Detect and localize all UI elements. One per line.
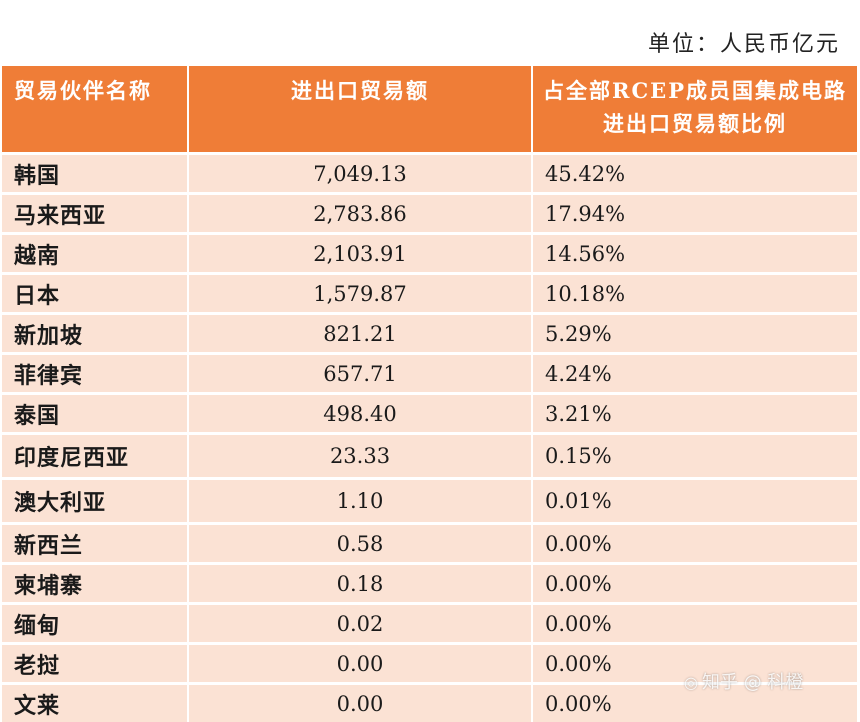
partner-name: 韩国: [2, 154, 188, 194]
partner-name: 印度尼西亚: [2, 434, 188, 479]
partner-name: 马来西亚: [2, 194, 188, 234]
trade-share: 14.56%: [532, 234, 857, 274]
trade-share: 0.15%: [532, 434, 857, 479]
table-row: 韩国 7,049.13 45.42%: [2, 154, 857, 194]
trade-amount: 1,579.87: [188, 274, 532, 314]
table-row: 新西兰 0.58 0.00%: [2, 524, 857, 564]
trade-amount: 2,103.91: [188, 234, 532, 274]
trade-amount: 23.33: [188, 434, 532, 479]
trade-amount: 0.00: [188, 684, 532, 722]
table-row: 马来西亚 2,783.86 17.94%: [2, 194, 857, 234]
trade-share: 10.18%: [532, 274, 857, 314]
table-row: 泰国 498.40 3.21%: [2, 394, 857, 434]
partner-name: 缅甸: [2, 604, 188, 644]
header-partner: 贸易伙伴名称: [2, 66, 188, 154]
partner-name: 新西兰: [2, 524, 188, 564]
table-row: 印度尼西亚 23.33 0.15%: [2, 434, 857, 479]
trade-amount: 7,049.13: [188, 154, 532, 194]
trade-amount: 1.10: [188, 479, 532, 524]
partner-name: 澳大利亚: [2, 479, 188, 524]
table-row: 菲律宾 657.71 4.24%: [2, 354, 857, 394]
partner-name: 菲律宾: [2, 354, 188, 394]
trade-share: 0.00%: [532, 564, 857, 604]
trade-share: 3.21%: [532, 394, 857, 434]
trade-amount: 0.18: [188, 564, 532, 604]
partner-name: 老挝: [2, 644, 188, 684]
trade-table: 贸易伙伴名称 进出口贸易额 占全部RCEP成员国集成电路进出口贸易额比例 韩国 …: [2, 66, 857, 722]
partner-name: 文莱: [2, 684, 188, 722]
trade-amount: 0.58: [188, 524, 532, 564]
trade-share: 17.94%: [532, 194, 857, 234]
partner-name: 新加坡: [2, 314, 188, 354]
table-row: 日本 1,579.87 10.18%: [2, 274, 857, 314]
partner-name: 日本: [2, 274, 188, 314]
partner-name: 柬埔寨: [2, 564, 188, 604]
trade-share: 0.00%: [532, 604, 857, 644]
table-row: 越南 2,103.91 14.56%: [2, 234, 857, 274]
table-header-row: 贸易伙伴名称 进出口贸易额 占全部RCEP成员国集成电路进出口贸易额比例: [2, 66, 857, 154]
wechat-icon: ◎: [684, 673, 698, 692]
trade-share: 0.01%: [532, 479, 857, 524]
trade-share: 5.29%: [532, 314, 857, 354]
header-share: 占全部RCEP成员国集成电路进出口贸易额比例: [532, 66, 857, 154]
watermark-text: 知乎 @ 科橙: [702, 672, 803, 693]
trade-share: 4.24%: [532, 354, 857, 394]
trade-share: 0.00%: [532, 524, 857, 564]
table-row: 柬埔寨 0.18 0.00%: [2, 564, 857, 604]
trade-amount: 498.40: [188, 394, 532, 434]
trade-amount: 0.02: [188, 604, 532, 644]
table-row: 澳大利亚 1.10 0.01%: [2, 479, 857, 524]
trade-amount: 821.21: [188, 314, 532, 354]
table-row: 缅甸 0.02 0.00%: [2, 604, 857, 644]
trade-amount: 2,783.86: [188, 194, 532, 234]
table-row: 新加坡 821.21 5.29%: [2, 314, 857, 354]
header-amount: 进出口贸易额: [188, 66, 532, 154]
watermark: ◎知乎 @ 科橙: [684, 668, 803, 694]
trade-amount: 657.71: [188, 354, 532, 394]
trade-amount: 0.00: [188, 644, 532, 684]
partner-name: 泰国: [2, 394, 188, 434]
trade-share: 45.42%: [532, 154, 857, 194]
unit-label: 单位：人民币亿元: [648, 26, 840, 58]
partner-name: 越南: [2, 234, 188, 274]
